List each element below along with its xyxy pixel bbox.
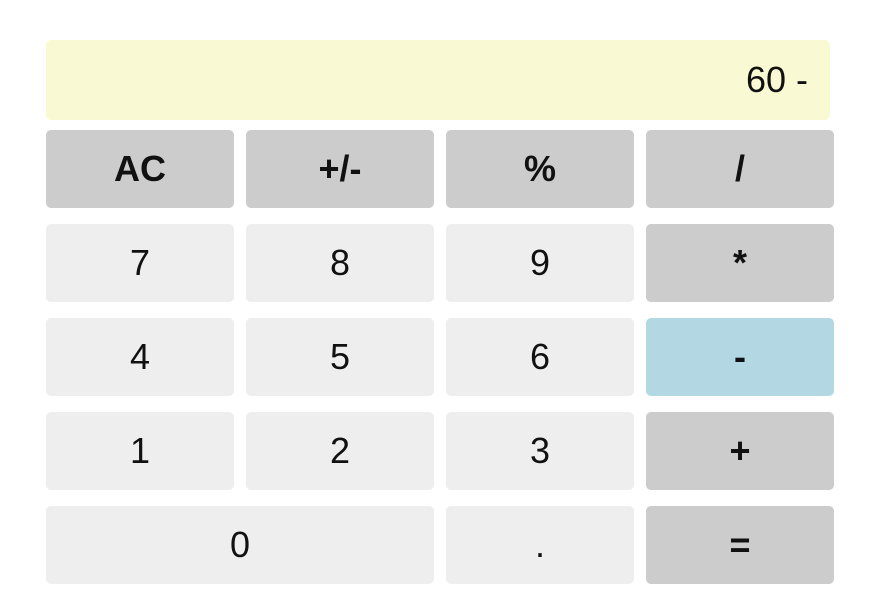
digit-6-button[interactable]: 6: [446, 318, 634, 396]
all-clear-button[interactable]: AC: [46, 130, 234, 208]
multiply-button[interactable]: *: [646, 224, 834, 302]
toggle-sign-button[interactable]: +/-: [246, 130, 434, 208]
equals-button[interactable]: =: [646, 506, 834, 584]
subtract-button[interactable]: -: [646, 318, 834, 396]
divide-button[interactable]: /: [646, 130, 834, 208]
digit-2-button[interactable]: 2: [246, 412, 434, 490]
digit-3-button[interactable]: 3: [446, 412, 634, 490]
percent-button[interactable]: %: [446, 130, 634, 208]
digit-4-button[interactable]: 4: [46, 318, 234, 396]
digit-8-button[interactable]: 8: [246, 224, 434, 302]
calculator-display: 60 -: [46, 40, 830, 120]
decimal-button[interactable]: .: [446, 506, 634, 584]
add-button[interactable]: +: [646, 412, 834, 490]
keypad: AC +/- % / 7 8 9 * 4 5 6 - 1 2 3 + 0 . =: [46, 130, 834, 584]
digit-7-button[interactable]: 7: [46, 224, 234, 302]
digit-1-button[interactable]: 1: [46, 412, 234, 490]
digit-0-button[interactable]: 0: [46, 506, 434, 584]
digit-5-button[interactable]: 5: [246, 318, 434, 396]
digit-9-button[interactable]: 9: [446, 224, 634, 302]
